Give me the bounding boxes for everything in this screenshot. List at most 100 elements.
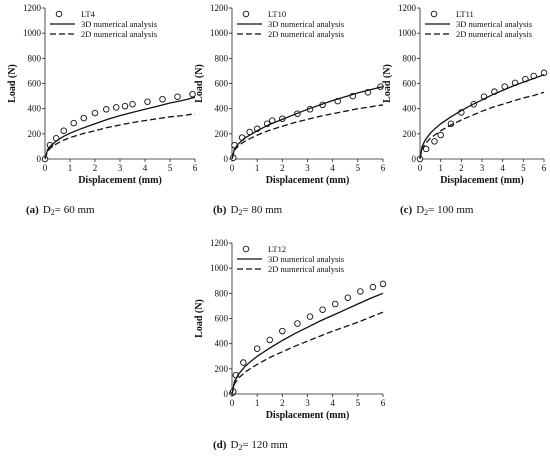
x-tick-label: 0 <box>230 398 235 408</box>
chart-panel-4: 0 200 400 600 800 1000 1200 0 1 2 3 4 5 6 Displacement… <box>194 238 387 452</box>
caption-text: D <box>416 204 424 216</box>
x-tick-label: 3 <box>305 398 310 408</box>
x-tick-label: 4 <box>500 163 505 173</box>
y-tick-label: 600 <box>28 79 42 89</box>
y-tick-label: 200 <box>403 129 417 139</box>
x-tick-label: 1 <box>255 163 260 173</box>
caption-subscript: 2 <box>424 208 428 217</box>
y-tick-label: 0 <box>37 154 42 164</box>
caption-letter: (d) <box>213 439 227 451</box>
y-tick-label: 800 <box>28 53 42 63</box>
y-tick-label: 800 <box>215 53 229 63</box>
series-line-2d <box>44 113 196 160</box>
legend-label: LT10 <box>268 9 286 19</box>
data-point-LT12 <box>266 336 274 344</box>
legend-label: 2D numerical analysis <box>81 29 157 39</box>
legend-label: LT11 <box>456 9 474 19</box>
x-tick-label: 5 <box>521 163 526 173</box>
data-point-LT12 <box>319 306 326 313</box>
x-tick-label: 3 <box>305 163 310 173</box>
caption-subscript: 2 <box>238 208 242 217</box>
chart-panel-2: 0 200 400 600 800 1000 1200 0 1 2 3 4 5 6 Displacement… <box>194 3 386 217</box>
legend-label: 2D numerical analysis <box>268 29 344 39</box>
legend-marker-icon <box>55 10 63 18</box>
caption-text: D <box>230 204 238 216</box>
x-tick-label: 2 <box>280 163 285 173</box>
data-point-LT11 <box>422 145 430 153</box>
y-axis-label: Load (N) <box>194 299 205 338</box>
data-point-LT12 <box>306 313 314 320</box>
x-tick-label: 1 <box>68 163 73 173</box>
data-point-LT4 <box>121 102 129 110</box>
y-tick-label: 1200 <box>398 3 417 13</box>
x-tick-label: 4 <box>330 163 335 173</box>
x-tick-label: 1 <box>438 163 443 173</box>
y-tick-label: 1200 <box>210 3 229 13</box>
y-tick-label: 0 <box>224 389 229 399</box>
caption-letter: (b) <box>213 204 227 216</box>
y-tick-label: 600 <box>215 314 229 324</box>
x-tick-label: 4 <box>143 163 148 173</box>
data-point-LT4 <box>112 104 120 111</box>
x-tick-label: 0 <box>418 163 423 173</box>
y-tick-label: 1200 <box>210 238 229 248</box>
legend-marker-icon <box>242 10 250 18</box>
data-point-LT4 <box>80 114 87 122</box>
x-axis-label: Displacement (mm) <box>266 410 350 421</box>
y-tick-label: 600 <box>403 79 417 89</box>
y-axis-label: Load (N) <box>382 64 393 103</box>
x-tick-label: 2 <box>93 163 98 173</box>
data-point-LT12 <box>369 283 377 291</box>
caption-suffix: = 120 mm <box>242 439 288 451</box>
series-line-3d <box>231 85 384 160</box>
data-point-LT4 <box>159 95 166 103</box>
x-tick-label: 6 <box>381 398 386 408</box>
x-tick-label: 6 <box>381 163 386 173</box>
caption-text: D <box>230 439 238 451</box>
data-point-LT12 <box>294 320 301 327</box>
caption-letter: (a) <box>26 204 39 216</box>
y-axis-label: Load (N) <box>194 64 205 103</box>
legend-label: 2D numerical analysis <box>456 29 532 39</box>
y-tick-label: 1000 <box>23 28 42 38</box>
legend-label: LT4 <box>81 9 96 19</box>
series-line-3d <box>44 96 196 160</box>
y-tick-label: 200 <box>28 129 42 139</box>
y-axis-label: Load (N) <box>7 64 18 103</box>
data-point-LT12 <box>331 300 339 308</box>
y-tick-label: 600 <box>215 79 229 89</box>
data-point-LT12 <box>279 327 286 335</box>
x-tick-label: 5 <box>356 163 361 173</box>
data-point-LT12 <box>357 288 364 295</box>
data-point-LT4 <box>60 127 68 134</box>
x-tick-label: 6 <box>542 163 547 173</box>
x-tick-label: 3 <box>480 163 485 173</box>
series-line-3d <box>231 292 384 395</box>
x-axis-label: Displacement (mm) <box>440 175 524 186</box>
panel-caption: (c) D2= 100 mm <box>400 204 474 217</box>
y-tick-label: 1200 <box>23 3 42 13</box>
data-point-LT4 <box>129 101 136 108</box>
x-tick-label: 5 <box>356 398 361 408</box>
caption-suffix: = 60 mm <box>55 204 95 216</box>
legend-marker-icon <box>242 245 250 253</box>
y-tick-label: 1000 <box>398 28 417 38</box>
series-line-2d <box>419 91 545 160</box>
y-tick-label: 400 <box>215 339 229 349</box>
data-point-LT4 <box>189 90 196 98</box>
y-tick-label: 800 <box>403 53 417 63</box>
panel-caption: (d) D2= 120 mm <box>213 439 288 452</box>
x-tick-label: 2 <box>459 163 464 173</box>
data-point-LT4 <box>144 98 151 105</box>
series-line-3d <box>419 74 545 160</box>
caption-subscript: 2 <box>238 443 242 452</box>
caption-letter: (c) <box>400 204 413 216</box>
caption-suffix: = 100 mm <box>428 204 474 216</box>
y-tick-label: 0 <box>412 154 417 164</box>
y-tick-label: 400 <box>28 104 42 114</box>
chart-panel-3: 0 200 400 600 800 1000 1200 0 1 2 3 4 5 6 Displacement… <box>382 3 548 217</box>
y-tick-label: 1000 <box>210 263 229 273</box>
legend-label: 3D numerical analysis <box>268 254 344 264</box>
